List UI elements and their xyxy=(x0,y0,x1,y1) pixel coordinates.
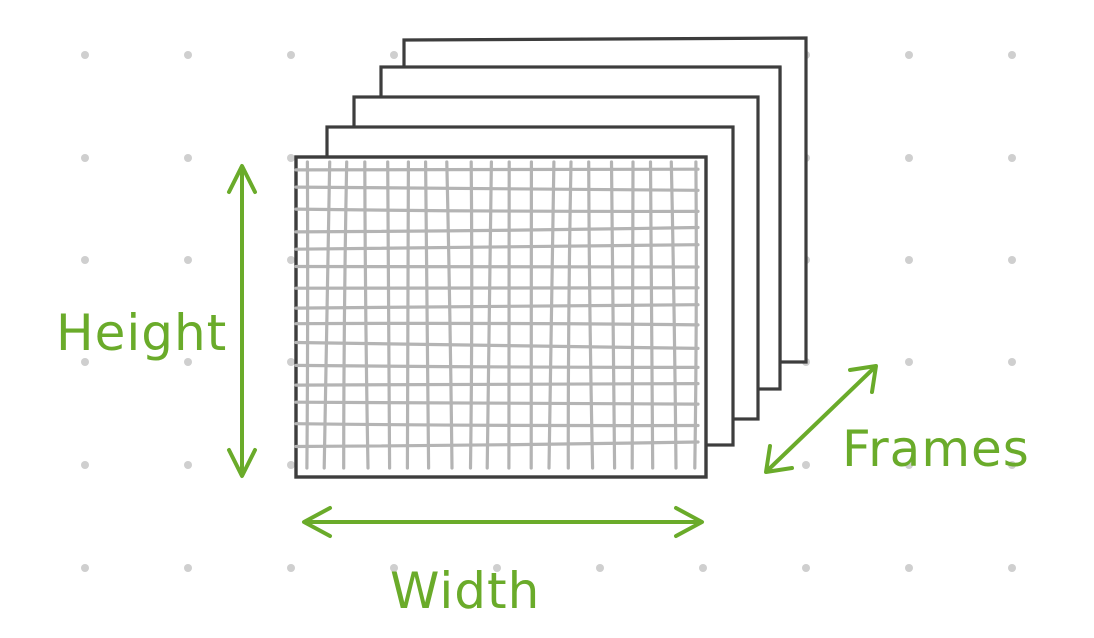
grid-dot xyxy=(81,358,89,366)
grid-row-line xyxy=(294,167,700,172)
grid-dot xyxy=(184,564,192,572)
grid-dot xyxy=(390,564,398,572)
grid-dot xyxy=(802,461,810,469)
grid-dot xyxy=(81,564,89,572)
frames-arrow xyxy=(764,364,878,474)
grid-row-line xyxy=(294,422,700,428)
grid-dot xyxy=(184,461,192,469)
height-label: Height xyxy=(56,304,227,362)
grid-row-line xyxy=(294,400,700,406)
grid-row-line xyxy=(294,225,700,234)
frames-label: Frames xyxy=(842,420,1030,478)
grid-column-line xyxy=(547,160,556,470)
grid-dot xyxy=(1008,358,1016,366)
grid-column-line xyxy=(445,160,454,470)
pixel-grid xyxy=(294,160,700,470)
grid-dot xyxy=(802,564,810,572)
grid-column-line xyxy=(587,160,595,470)
grid-row-line xyxy=(294,207,700,214)
grid-row-line xyxy=(294,440,700,449)
grid-dot xyxy=(184,256,192,264)
grid-column-line xyxy=(405,160,410,470)
grid-dot xyxy=(1008,154,1016,162)
grid-dot xyxy=(1008,564,1016,572)
grid-column-line xyxy=(342,160,349,470)
grid-row-line xyxy=(294,243,700,251)
frame-front xyxy=(294,155,708,479)
grid-dot xyxy=(390,51,398,59)
grid-dot xyxy=(905,461,913,469)
grid-dot xyxy=(287,564,295,572)
grid-column-line xyxy=(305,160,310,470)
frame-front-border xyxy=(294,155,708,479)
grid-column-line xyxy=(693,160,698,470)
grid-dot xyxy=(184,358,192,366)
grid-dot xyxy=(287,51,295,59)
grid-row-line xyxy=(294,264,700,269)
height-arrow-top-head xyxy=(227,164,257,194)
grid-dot xyxy=(184,51,192,59)
width-arrow-right-head xyxy=(674,506,704,538)
grid-row-line xyxy=(294,382,700,387)
frames-arrow-lower-head xyxy=(764,444,794,474)
grid-column-line xyxy=(630,160,635,470)
grid-dot xyxy=(905,51,913,59)
grid-row-line xyxy=(294,303,700,310)
grid-dot xyxy=(287,461,295,469)
grid-dot xyxy=(81,154,89,162)
grid-dot xyxy=(699,564,707,572)
grid-dot xyxy=(184,154,192,162)
grid-column-line xyxy=(609,160,617,470)
grid-dot xyxy=(81,51,89,59)
grid-dot xyxy=(905,358,913,366)
frames-arrow-upper-head xyxy=(848,364,878,394)
grid-column-line xyxy=(386,160,392,470)
grid-column-line xyxy=(669,160,678,470)
grid-row-line xyxy=(294,363,700,369)
height-arrow-bottom-head xyxy=(227,448,257,478)
grid-dot xyxy=(1008,461,1016,469)
width-arrow-left-head xyxy=(302,506,332,538)
grid-dot xyxy=(1008,51,1016,59)
grid-dot xyxy=(493,564,501,572)
grid-row-line xyxy=(294,321,700,327)
grid-dot xyxy=(905,154,913,162)
grid-column-line xyxy=(648,160,655,470)
grid-dot xyxy=(287,154,295,162)
grid-column-line xyxy=(363,160,370,470)
grid-row-line xyxy=(294,340,700,350)
grid-column-line xyxy=(566,160,573,470)
height-arrow xyxy=(227,164,257,478)
width-arrow xyxy=(302,506,704,538)
grid-dot xyxy=(81,256,89,264)
grid-dot xyxy=(596,564,604,572)
grid-column-line xyxy=(322,160,332,470)
grid-dot xyxy=(287,358,295,366)
grid-column-line xyxy=(468,160,474,470)
grid-dot xyxy=(81,461,89,469)
grid-dot xyxy=(905,564,913,572)
width-label: Width xyxy=(390,562,540,620)
grid-column-line xyxy=(485,160,493,470)
grid-dot xyxy=(905,256,913,264)
grid-row-line xyxy=(294,185,700,192)
grid-dot xyxy=(287,256,295,264)
grid-dot xyxy=(1008,256,1016,264)
grid-column-line xyxy=(424,160,431,470)
